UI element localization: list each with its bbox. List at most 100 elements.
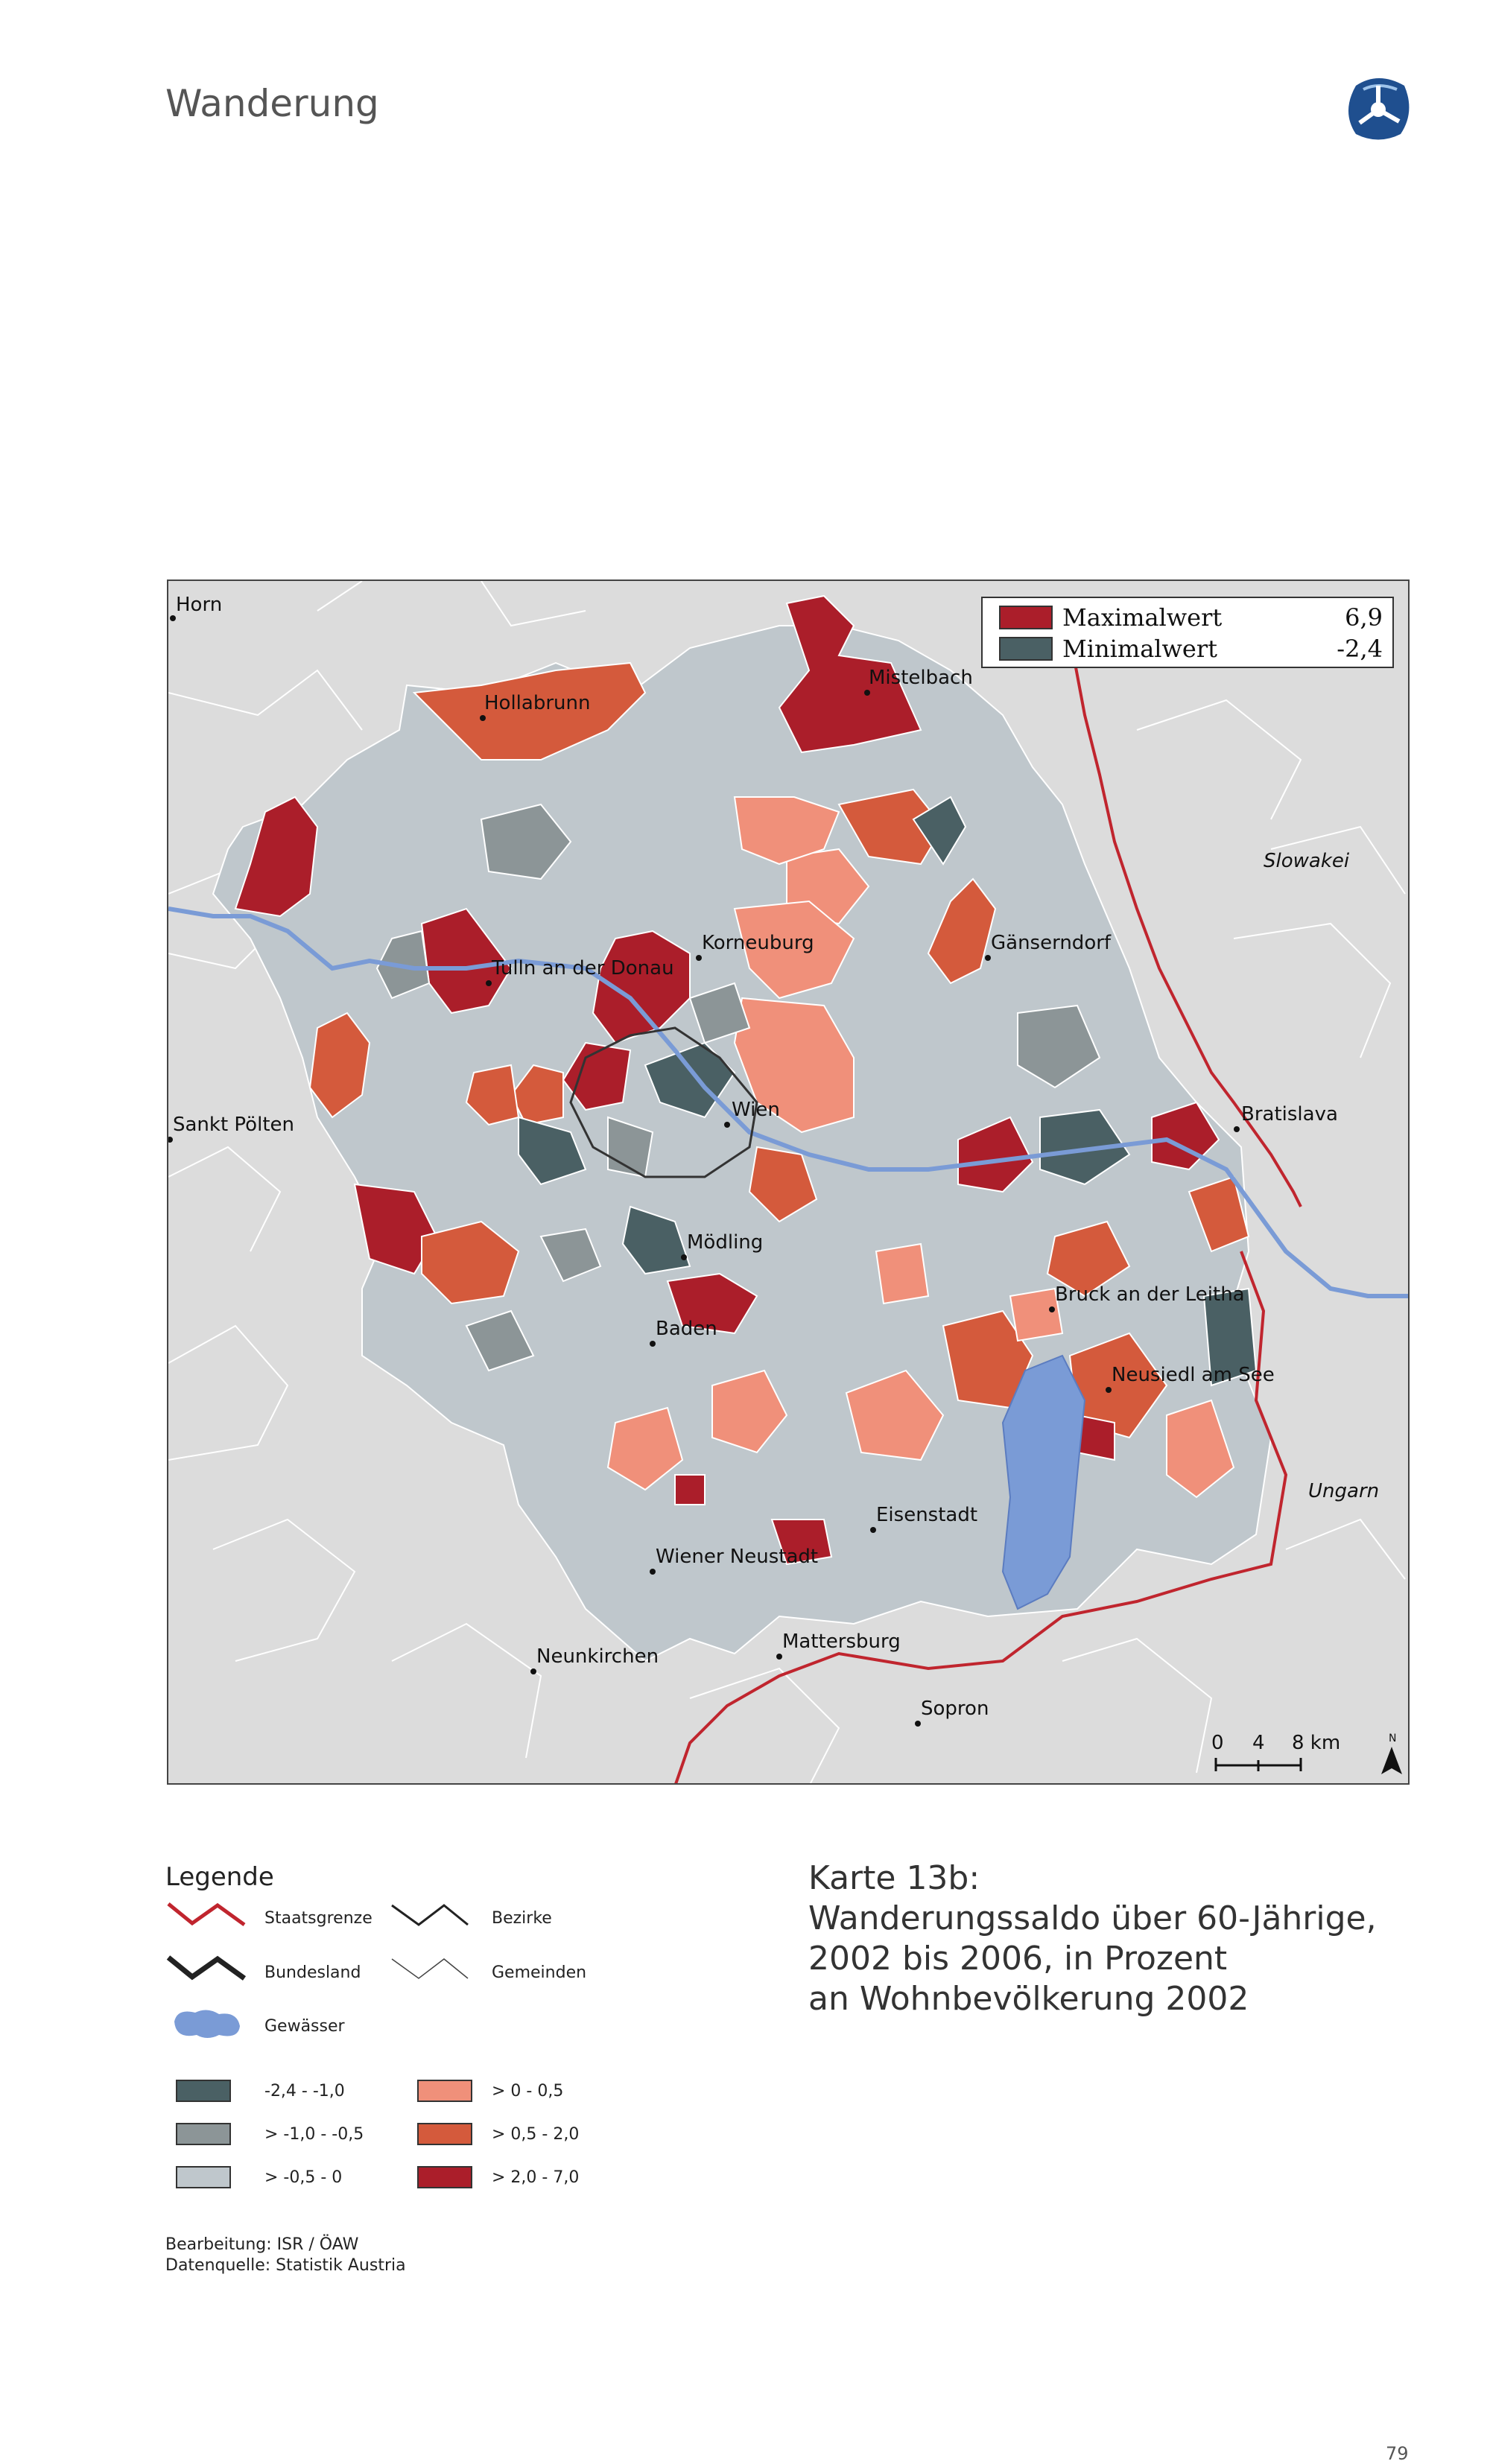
legend-label-bundesland: Bundesland	[264, 1963, 361, 1982]
city-label-korneuburg: Korneuburg	[702, 932, 814, 954]
patch-wien-dark	[644, 1041, 736, 1119]
patch-mattersburg	[770, 1519, 833, 1566]
legend-label-class4: > 0 - 0,5	[492, 2082, 564, 2101]
caption-line-4: an Wohnbevölkerung 2002	[808, 1980, 1249, 2018]
section-title: Wanderung	[165, 82, 379, 125]
legend-label-staatsgrenze: Staatsgrenze	[264, 1909, 372, 1928]
city-label-horn: Horn	[176, 594, 222, 616]
patch-grey-3	[1017, 1004, 1101, 1089]
patch-neusiedl-east	[1202, 1287, 1258, 1387]
lake-neusiedl	[1001, 1354, 1086, 1610]
patch-dark-north	[912, 796, 967, 866]
patch-korneuburg-south	[592, 930, 691, 1044]
patch-west	[234, 796, 319, 918]
legend-label-class3: > -0,5 - 0	[264, 2168, 343, 2187]
scale-bar: 0 4 8 km	[1211, 1732, 1340, 1771]
legend-label-class1: -2,4 - -1,0	[264, 2082, 345, 2101]
patch-bratislava-west	[1151, 1101, 1220, 1171]
legend-swatch-class1	[176, 2080, 231, 2102]
state-border	[674, 655, 1302, 1783]
max-value: 6,9	[1345, 603, 1383, 632]
caption-line-2: Wanderungssaldo über 60-Jährige,	[808, 1899, 1377, 1937]
min-value: -2,4	[1337, 635, 1383, 663]
credits-line-2: Datenquelle: Statistik Austria	[165, 2256, 406, 2275]
city-label-wiener-neustadt: Wiener Neustadt	[656, 1546, 818, 1568]
patch-west-3	[465, 1064, 520, 1126]
patch-east-center	[748, 1146, 818, 1223]
city-label-neunkirchen: Neunkirchen	[536, 1645, 659, 1668]
legend-label-gemeinden: Gemeinden	[492, 1963, 587, 1982]
max-label: Maximalwert	[1062, 603, 1222, 632]
patch-mistelbach	[778, 594, 922, 754]
patch-west-vienna	[562, 1041, 632, 1111]
patch-moedling-dark	[621, 1205, 691, 1275]
credits-line-1: Bearbeitung: ISR / ÖAW	[165, 2235, 359, 2254]
patch-far-east	[1188, 1175, 1250, 1253]
max-swatch	[999, 606, 1053, 629]
gemeinden-line-icon	[391, 1958, 469, 1979]
legend-label-bezirke: Bezirke	[492, 1909, 552, 1928]
staatsgrenze-line-icon	[167, 1902, 246, 1927]
patch-eisenstadt	[845, 1369, 945, 1461]
city-label-bruck: Bruck an der Leitha	[1055, 1283, 1245, 1306]
city-label-sopron: Sopron	[921, 1698, 989, 1720]
vienna-outline	[569, 1026, 758, 1178]
patch-baden-dark	[518, 1116, 587, 1186]
caption-line-3: 2002 bis 2006, in Prozent	[808, 1940, 1228, 1978]
city-label-gaenserndorf: Gänserndorf	[991, 932, 1112, 954]
city-label-moedling: Mödling	[687, 1231, 763, 1254]
svg-text:N: N	[1389, 1733, 1396, 1744]
institute-logo	[1348, 78, 1410, 140]
patch-north-pink	[733, 796, 840, 866]
legend-title: Legende	[165, 1862, 274, 1892]
patch-northwest-vienna	[733, 900, 855, 1000]
country-label-ungarn: Ungarn	[1308, 1480, 1379, 1502]
surrounding-municipalities	[168, 581, 1406, 1783]
patch-bruck	[1046, 1220, 1131, 1298]
municipality-patches	[234, 594, 1258, 1566]
legend-label-gewaesser: Gewässer	[264, 2017, 345, 2036]
min-label: Minimalwert	[1062, 635, 1217, 663]
danube-river	[168, 906, 1408, 1298]
patch-hollabrunn	[412, 661, 647, 761]
city-label-eisenstadt: Eisenstadt	[876, 1504, 977, 1526]
patch-grey-8	[465, 1309, 535, 1372]
patch-west-4	[308, 1012, 371, 1119]
scale-label-8: 8 km	[1292, 1732, 1340, 1754]
legend-swatch-class6	[417, 2166, 472, 2188]
scale-label-0: 0	[1211, 1732, 1224, 1754]
scale-label-4: 4	[1252, 1732, 1265, 1754]
city-label-neusiedl: Neusiedl am See	[1112, 1364, 1275, 1386]
patch-wien-east	[957, 1116, 1034, 1193]
map-caption: Karte 13b: Wanderungssaldo über 60-Jähri…	[808, 1858, 1377, 2019]
patch-grey-1	[539, 1228, 602, 1283]
patch-grey-2	[688, 982, 751, 1044]
patch-se-pink	[1166, 1399, 1235, 1499]
patch-wr-neustadt-red	[674, 1474, 706, 1505]
extremes-box: Maximalwert Minimalwert 6,9 -2,4	[981, 597, 1394, 668]
page-number: 79	[1386, 2443, 1409, 2464]
city-label-mistelbach: Mistelbach	[869, 667, 973, 689]
city-label-wien: Wien	[732, 1099, 780, 1121]
legend-swatch-class5	[417, 2123, 472, 2145]
city-label-baden: Baden	[656, 1318, 717, 1340]
city-label-bratislava: Bratislava	[1241, 1103, 1338, 1125]
map-frame: Horn Hollabrunn Mistelbach Slowakei Korn…	[167, 580, 1410, 1785]
patch-gaenserndorf	[927, 877, 997, 985]
water-shape-icon	[174, 2010, 240, 2038]
city-label-sankt-poelten: Sankt Pölten	[173, 1114, 294, 1136]
patch-east-dark	[1039, 1108, 1131, 1186]
city-label-tulln: Tulln an der Donau	[491, 957, 674, 979]
credits: Bearbeitung: ISR / ÖAW Datenquelle: Stat…	[165, 2235, 406, 2276]
bezirke-line-icon	[391, 1904, 469, 1926]
legend-swatch-class4	[417, 2080, 472, 2102]
patch-wr-neustadt	[606, 1406, 684, 1491]
bundesland-line-icon	[166, 1955, 247, 1981]
caption-line-1: Karte 13b:	[808, 1859, 980, 1897]
patch-east-vienna	[733, 997, 855, 1134]
legend-label-class5: > 0,5 - 2,0	[492, 2125, 580, 2144]
map-canvas: Horn Hollabrunn Mistelbach Slowakei Korn…	[168, 581, 1408, 1783]
legend-swatch-class3	[176, 2166, 231, 2188]
min-swatch	[999, 637, 1053, 661]
patch-south-west	[421, 1220, 520, 1305]
